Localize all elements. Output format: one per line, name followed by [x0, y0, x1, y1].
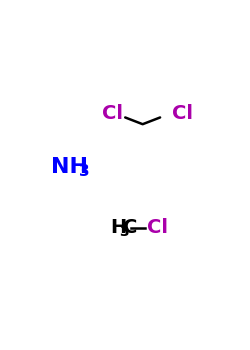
Text: 3: 3 [79, 164, 89, 179]
Text: Cl: Cl [102, 104, 123, 123]
Text: C: C [123, 218, 138, 237]
Text: NH: NH [50, 157, 88, 177]
Text: Cl: Cl [172, 104, 193, 123]
Text: Cl: Cl [146, 218, 168, 237]
Text: 3: 3 [120, 225, 129, 239]
Text: H: H [111, 218, 127, 237]
